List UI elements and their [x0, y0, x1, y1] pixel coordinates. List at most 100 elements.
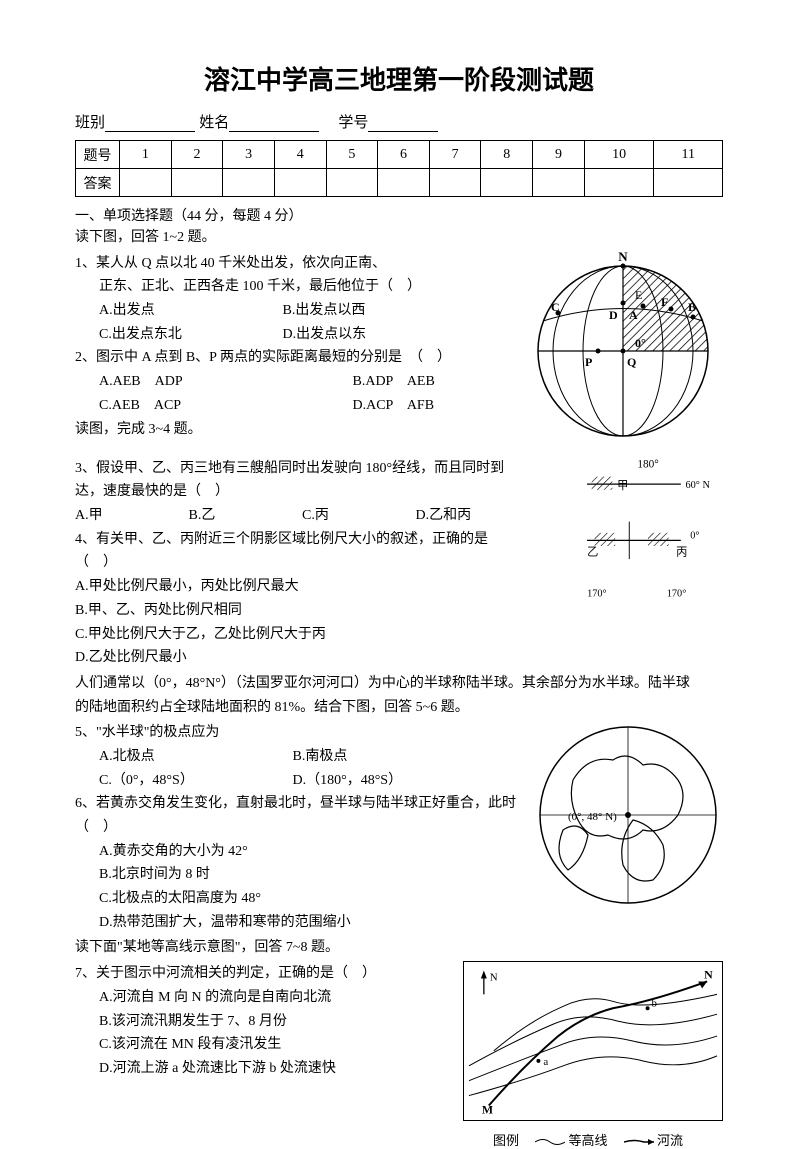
class-blank[interactable] [105, 116, 195, 132]
name-blank[interactable] [229, 116, 319, 132]
q5-optB: B.南极点 [293, 746, 348, 768]
q4-optA: A.甲处比例尺最小，丙处比例尺最大 [75, 576, 563, 598]
id-label: 学号 [338, 114, 368, 131]
svg-text:E: E [635, 288, 642, 302]
svg-text:b: b [652, 997, 658, 1009]
q7-stem: 7、关于图示中河流相关的判定，正确的是（ ） [75, 963, 453, 985]
q6-stem2: （ ） [75, 817, 523, 839]
answer-cell[interactable] [654, 169, 723, 197]
q4-stem2: （ ） [75, 552, 563, 574]
svg-text:(0°, 48° N): (0°, 48° N) [568, 811, 617, 823]
svg-text:0°: 0° [690, 530, 699, 541]
q7-optB: B.该河流汛期发生于 7、8 月份 [75, 1011, 453, 1033]
q1-optA: A.出发点 [99, 300, 279, 322]
answer-cell[interactable] [326, 169, 378, 197]
page-title: 溶江中学高三地理第一阶段测试题 [75, 60, 723, 97]
figure-contour-map: N M N a b [463, 961, 723, 1121]
svg-text:甲: 甲 [617, 480, 628, 492]
id-blank[interactable] [368, 116, 438, 132]
q7-optA: A.河流自 M 向 N 的流向是自南向北流 [75, 987, 453, 1009]
q1-optB: B.出发点以西 [283, 300, 366, 322]
q6-optA: A.黄赤交角的大小为 42° [75, 841, 523, 863]
q3-stem1: 3、假设甲、乙、丙三地有三艘船同时出发驶向 180°经线，而且同时到 [75, 458, 563, 480]
qnum-cell: 7 [429, 141, 481, 169]
q2-optC: C.AEB ACP [99, 395, 349, 417]
answer-cell[interactable] [274, 169, 326, 197]
svg-text:Q: Q [627, 355, 636, 369]
answer-cell[interactable] [429, 169, 481, 197]
q1-optD: D.出发点以东 [283, 324, 367, 346]
q2-optB: B.ADP AEB [353, 371, 435, 393]
svg-text:D: D [609, 308, 618, 322]
qnum-cell: 9 [533, 141, 585, 169]
q1-optC: C.出发点东北 [99, 324, 279, 346]
q3-optB: B.乙 [189, 505, 299, 527]
answer-cell[interactable] [481, 169, 533, 197]
legend-river-icon [624, 1137, 654, 1147]
q7-optC: C.该河流在 MN 段有凌汛发生 [75, 1034, 453, 1056]
legend-contour-label: 等高线 [568, 1133, 607, 1148]
svg-text:170°: 170° [587, 588, 607, 599]
answer-cell[interactable] [533, 169, 585, 197]
q3-optA: A.甲 [75, 505, 185, 527]
row-qnum-label: 题号 [76, 141, 120, 169]
qnum-cell: 6 [378, 141, 430, 169]
intro-5-6a: 人们通常以（0°，48°N°）（法国罗亚尔河河口）为中心的半球称陆半球。其余部分… [75, 673, 723, 695]
student-info-line: 班别 姓名 学号 [75, 111, 723, 132]
answer-cell[interactable] [120, 169, 172, 197]
q4-optB: B.甲、乙、丙处比例尺相同 [75, 600, 563, 622]
q2-optD: D.ACP AFB [353, 395, 435, 417]
row-answer-label: 答案 [76, 169, 120, 197]
svg-text:M: M [482, 1103, 493, 1117]
answer-cell[interactable] [171, 169, 223, 197]
q6-stem1: 6、若黄赤交角发生变化，直射最北时，昼半球与陆半球正好重合，此时 [75, 793, 523, 815]
figure-globe-1: N E A F B C D P Q 0° [523, 251, 723, 451]
q6-optB: B.北京时间为 8 时 [75, 864, 523, 886]
qnum-cell: 2 [171, 141, 223, 169]
legend-river-label: 河流 [657, 1133, 683, 1148]
qnum-cell: 8 [481, 141, 533, 169]
svg-text:乙: 乙 [587, 545, 598, 558]
svg-text:丙: 丙 [676, 546, 687, 558]
svg-text:60° N: 60° N [686, 480, 711, 491]
answer-table: 题号 1 2 3 4 5 6 7 8 9 10 11 答案 [75, 140, 723, 197]
q4-optD: D.乙处比例尺最小 [75, 647, 563, 669]
q2-optA: A.AEB ADP [99, 371, 349, 393]
intro-3-4: 读图，完成 3~4 题。 [75, 419, 513, 441]
qnum-cell: 4 [274, 141, 326, 169]
svg-text:F: F [661, 295, 668, 309]
answer-cell[interactable] [378, 169, 430, 197]
svg-text:180°: 180° [637, 458, 658, 470]
q3-stem2: 达，速度最快的是（ ） [75, 481, 563, 503]
legend-title: 图例 [493, 1133, 519, 1148]
name-label: 姓名 [199, 114, 229, 131]
q6-optC: C.北极点的太阳高度为 48° [75, 888, 523, 910]
answer-cell[interactable] [584, 169, 654, 197]
q2-stem: 2、图示中 A 点到 B、P 两点的实际距离最短的分别是 （ ） [75, 347, 513, 369]
svg-text:N: N [490, 972, 498, 984]
q5-optD: D.（180°，48°S） [293, 770, 403, 792]
svg-text:a: a [543, 1056, 548, 1068]
class-label: 班别 [75, 114, 105, 131]
figure-legend: 图例 等高线 河流 [453, 1130, 723, 1149]
q7-optD: D.河流上游 a 处流速比下游 b 处流速快 [75, 1058, 453, 1080]
intro-5-6b: 的陆地面积约占全球陆地面积的 81%。结合下图，回答 5~6 题。 [75, 697, 723, 719]
q3-optD: D.乙和丙 [416, 505, 472, 527]
q6-optD: D.热带范围扩大，温带和寒带的范围缩小 [75, 912, 523, 934]
qnum-cell: 11 [654, 141, 723, 169]
figure-map-strips: 180° 甲 60° N 乙 丙 0° 170° 170° [573, 456, 723, 606]
legend-contour-icon [535, 1137, 565, 1147]
qnum-cell: 10 [584, 141, 654, 169]
svg-text:N: N [704, 968, 713, 982]
section-1-heading: 一、单项选择题（44 分，每题 4 分） [75, 205, 723, 225]
svg-text:P: P [585, 355, 592, 369]
answer-cell[interactable] [223, 169, 275, 197]
svg-text:B: B [688, 300, 696, 314]
svg-text:C: C [551, 300, 560, 314]
svg-text:N: N [618, 251, 628, 264]
qnum-cell: 3 [223, 141, 275, 169]
svg-text:A: A [629, 308, 638, 322]
qnum-cell: 1 [120, 141, 172, 169]
svg-text:170°: 170° [667, 588, 687, 599]
q1-stem2: 正东、正北、正西各走 100 千米，最后他位于（ ） [75, 276, 513, 298]
